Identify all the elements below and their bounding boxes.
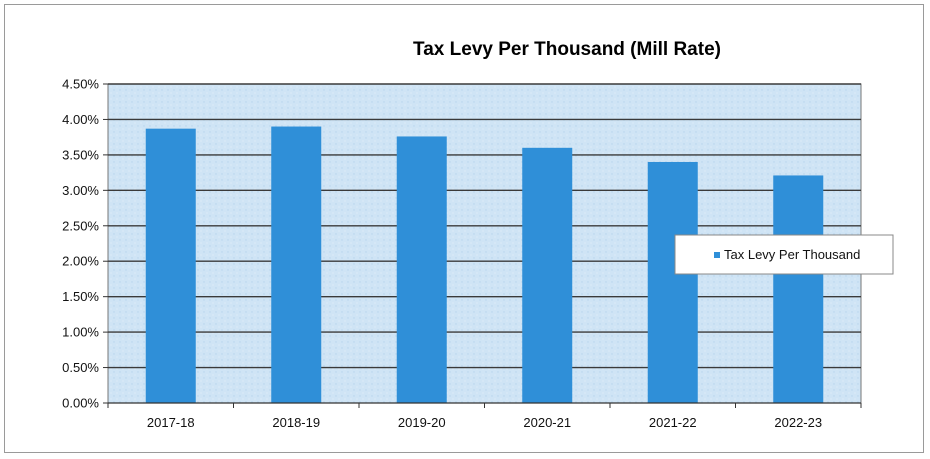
y-tick-label: 4.00% xyxy=(62,112,99,127)
legend-swatch xyxy=(714,252,720,258)
y-axis-ticks: 0.00% 0.50% 1.00% 1.50% 2.00% 2.50% 3.00% 3.50%… xyxy=(62,77,108,411)
x-tick-label: 2017-18 xyxy=(147,415,195,430)
bar-2021-22 xyxy=(647,161,698,403)
y-tick-label: 3.50% xyxy=(62,147,99,162)
x-tick-label: 2021-22 xyxy=(649,415,697,430)
bar-2022-23 xyxy=(773,175,824,403)
y-tick-label: 4.50% xyxy=(62,77,99,92)
y-tick-label: 1.50% xyxy=(62,289,99,304)
chart-frame: Tax Levy Per Thousand (Mill Rate) 0.00% 0… xyxy=(4,4,924,453)
y-tick-label: 2.50% xyxy=(62,218,99,233)
bar-chart: Tax Levy Per Thousand (Mill Rate) 0.00%0… xyxy=(62,39,894,430)
bar-2020-21 xyxy=(522,147,573,403)
legend: Tax Levy Per Thousand xyxy=(674,234,894,275)
y-tick-label: 0.00% xyxy=(62,396,99,411)
y-tick-label: 0.50% xyxy=(62,360,99,375)
legend-label: Tax Levy Per Thousand xyxy=(724,247,860,262)
y-tick-label: 1.00% xyxy=(62,325,99,340)
x-tick-label: 2020-21 xyxy=(523,415,571,430)
bar-2019-20 xyxy=(396,136,447,404)
chart-title: Tax Levy Per Thousand (Mill Rate) xyxy=(413,39,721,60)
legend-box xyxy=(674,234,894,275)
x-tick-label: 2022-23 xyxy=(774,415,822,430)
x-tick-label: 2019-20 xyxy=(398,415,446,430)
bar-2017-18 xyxy=(145,128,196,403)
y-tick-label: 3.00% xyxy=(62,183,99,198)
y-tick-label: 2.00% xyxy=(62,254,99,269)
x-tick-label: 2018-19 xyxy=(272,415,320,430)
x-axis-ticks: 2017-18 2018-19 2019-20 2020-21 2021-22 2022-… xyxy=(107,403,862,430)
bar-2018-19 xyxy=(271,126,322,404)
gridlines xyxy=(108,83,861,369)
bars xyxy=(145,126,824,404)
